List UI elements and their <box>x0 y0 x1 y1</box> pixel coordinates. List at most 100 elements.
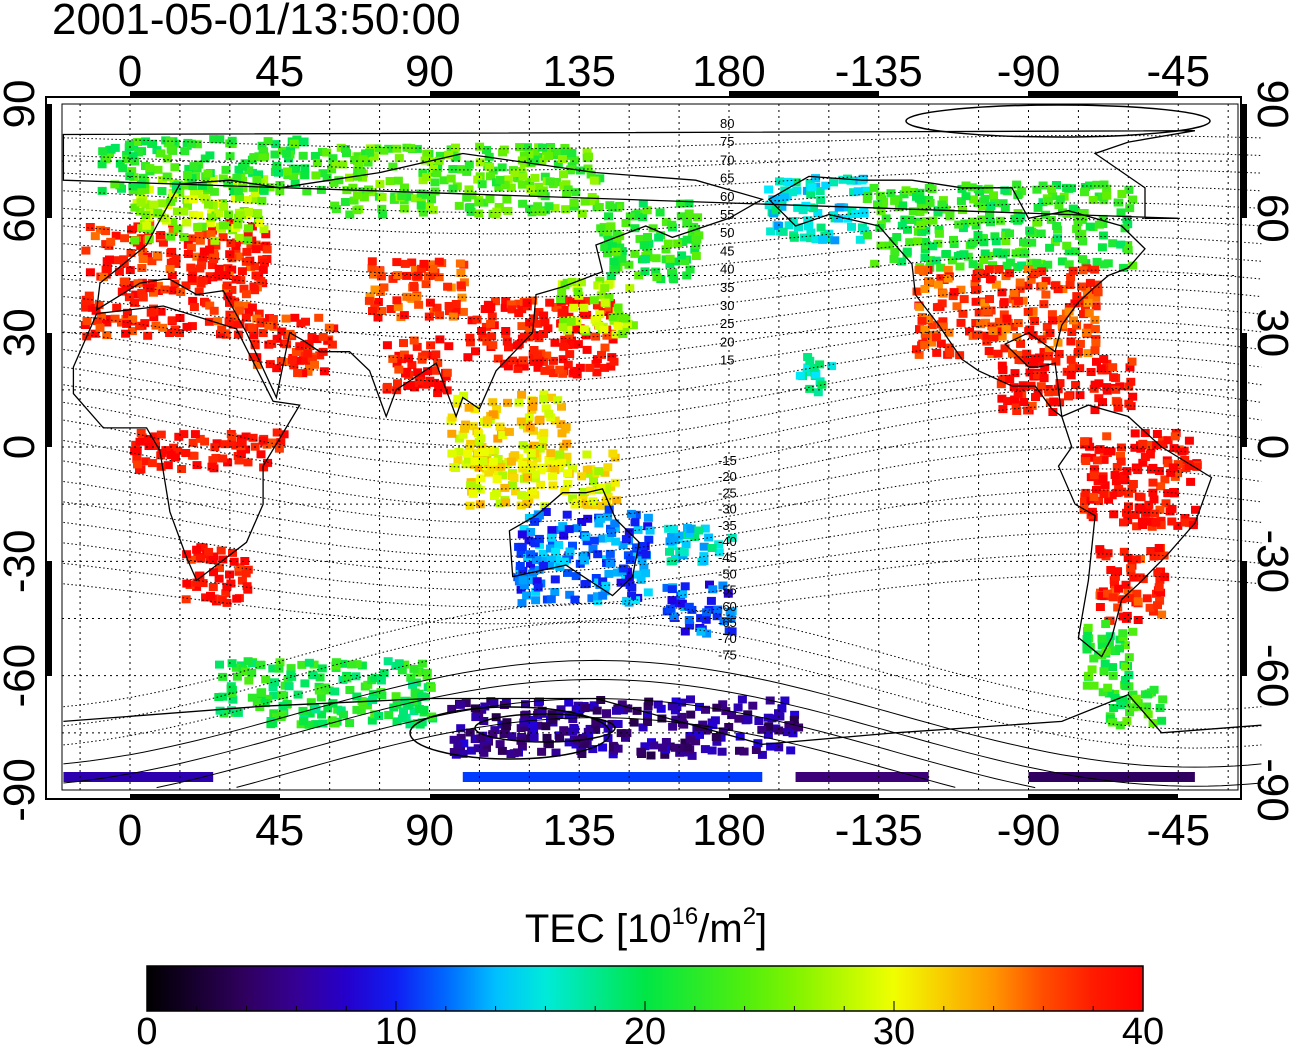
tec-cell <box>988 327 998 335</box>
tec-cell <box>242 301 252 310</box>
contour-label: 15 <box>720 353 734 368</box>
tec-cell <box>399 339 408 347</box>
tec-cell <box>533 363 543 372</box>
tec-cell <box>422 149 432 158</box>
contour-label: 30 <box>720 298 734 313</box>
tec-cell <box>980 249 990 258</box>
tec-cell <box>643 588 653 597</box>
tec-cell <box>671 697 681 706</box>
tec-cell <box>207 462 217 471</box>
tec-region-antarctic-peninsula <box>1098 683 1168 730</box>
tec-cell <box>99 273 108 282</box>
tec-cell <box>1125 204 1135 213</box>
tec-cell <box>186 263 196 272</box>
bottom-lon-tick-label: -90 <box>997 806 1061 855</box>
tec-cell <box>890 196 900 205</box>
left-lat-tick-label: -90 <box>0 758 44 822</box>
tec-cell <box>568 464 577 473</box>
tec-cell <box>478 457 488 465</box>
tec-cell <box>611 537 621 546</box>
tec-cell <box>198 579 208 588</box>
tec-cell <box>231 248 241 257</box>
tec-cell <box>329 178 339 187</box>
tec-cell <box>409 707 419 716</box>
tec-cell <box>95 323 105 332</box>
tec-cell <box>271 140 281 149</box>
tec-cell <box>364 296 374 305</box>
tec-cell <box>497 746 507 755</box>
tec-cell <box>235 252 244 261</box>
tec-cell <box>1083 349 1093 358</box>
tec-cell <box>277 690 287 699</box>
tec-cell <box>544 409 554 418</box>
tec-cell <box>624 260 634 269</box>
tec-cell <box>1068 362 1078 371</box>
contour-label: 45 <box>720 243 734 258</box>
tec-cell <box>516 501 526 510</box>
tec-region-arctic-europe <box>97 135 339 196</box>
tec-cell <box>1128 261 1138 270</box>
tec-cell <box>451 143 460 152</box>
tec-cell <box>342 149 351 158</box>
tec-cell <box>223 179 233 188</box>
contour-line <box>63 202 1262 235</box>
tec-cell <box>550 466 560 474</box>
tec-cell <box>392 700 402 709</box>
tec-cell <box>122 155 132 164</box>
tec-cell <box>1130 511 1140 519</box>
tec-cell <box>676 199 686 208</box>
tec-cell <box>1067 184 1076 193</box>
tec-cell <box>263 458 273 467</box>
tec-cell <box>186 555 196 564</box>
tec-cell <box>415 720 425 729</box>
tec-cell <box>943 274 953 283</box>
tec-cell <box>981 318 990 327</box>
tec-cell <box>580 197 590 206</box>
tec-cell <box>971 274 981 283</box>
tec-cell <box>230 312 240 321</box>
tec-cell <box>209 249 219 258</box>
tec-cell <box>345 686 355 694</box>
tec-cell <box>189 303 199 311</box>
tec-cell <box>809 204 818 213</box>
tec-cell <box>641 550 651 559</box>
tec-cell <box>308 671 318 680</box>
tec-cell <box>1068 266 1078 275</box>
tec-cell <box>748 701 758 710</box>
tec-cell <box>1142 508 1152 517</box>
tec-cell <box>735 732 745 741</box>
tec-cell <box>404 701 414 710</box>
tec-cell <box>268 315 278 323</box>
tec-cell <box>463 449 473 458</box>
tec-cell <box>193 190 203 199</box>
tec-cell <box>1130 429 1140 438</box>
tec-cell <box>138 248 148 256</box>
tec-cell <box>179 207 189 216</box>
tec-cell <box>557 288 567 297</box>
tec-cell <box>912 287 922 296</box>
tec-cell <box>392 296 402 305</box>
tec-cell <box>985 275 995 284</box>
tec-cell <box>141 211 151 220</box>
tec-cell <box>723 589 733 598</box>
tec-cell <box>945 209 955 218</box>
tec-region-canada <box>862 180 1138 272</box>
tec-cell <box>676 744 686 753</box>
tec-cell <box>734 714 744 723</box>
tec-cell <box>684 199 694 208</box>
frame-tick-bar <box>430 794 580 800</box>
tec-cell <box>517 390 527 399</box>
tec-cell <box>293 369 303 378</box>
tec-cell <box>413 271 423 280</box>
tec-cell <box>227 285 237 294</box>
tec-cell <box>231 238 241 247</box>
tec-cell <box>816 196 826 205</box>
tec-cell <box>209 255 219 263</box>
tec-cell <box>1082 681 1092 690</box>
tec-cell <box>859 209 869 218</box>
tec-cell <box>461 699 471 708</box>
tec-cell <box>927 338 937 347</box>
top-lon-tick-label: 0 <box>118 47 142 96</box>
tec-cell <box>310 152 320 160</box>
tec-cell <box>272 334 282 343</box>
